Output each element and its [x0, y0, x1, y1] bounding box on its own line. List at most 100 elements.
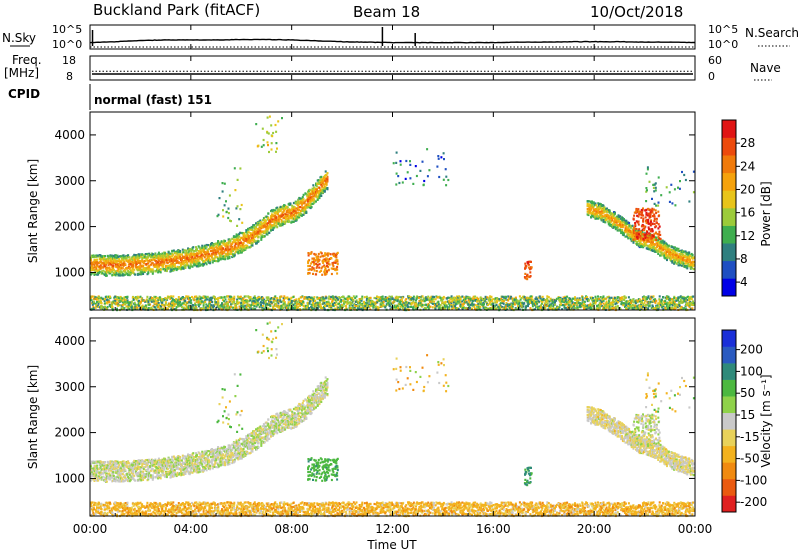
- power-cell: [681, 259, 684, 262]
- power-cell: [200, 300, 203, 303]
- power-cell: [635, 228, 638, 231]
- power-cell: [157, 265, 160, 268]
- power-cell: [447, 178, 450, 182]
- power-cell: [311, 307, 314, 310]
- power-cell: [116, 296, 119, 299]
- power-cell: [112, 268, 115, 272]
- power-cell: [109, 270, 112, 273]
- power-cell: [205, 263, 208, 266]
- power-cell: [262, 217, 265, 220]
- power-cell: [199, 247, 202, 250]
- power-cell: [351, 297, 354, 300]
- power-cell: [638, 239, 641, 242]
- power-cell: [337, 306, 340, 309]
- power-cell: [395, 172, 398, 175]
- power-cell: [409, 160, 411, 163]
- power-cell: [292, 210, 294, 214]
- nave-tick-top: 60: [708, 54, 722, 67]
- power-cell: [646, 168, 649, 171]
- power-cell: [204, 300, 207, 303]
- power-cell: [330, 257, 332, 260]
- power-cell: [124, 296, 127, 299]
- power-cell: [233, 301, 236, 304]
- power-cell: [324, 186, 327, 189]
- power-cell: [330, 295, 333, 299]
- power-cell: [221, 252, 224, 255]
- power-cell: [168, 255, 171, 258]
- power-cell: [127, 269, 130, 273]
- power-cell: [326, 178, 329, 181]
- power-cell: [172, 253, 175, 256]
- power-cell: [253, 295, 256, 298]
- power-cell: [241, 303, 244, 306]
- power-cell: [655, 204, 658, 207]
- power-cell: [648, 228, 650, 231]
- power-cell: [314, 273, 317, 276]
- power-cell: [257, 303, 259, 306]
- power-cell: [334, 303, 337, 307]
- power-cell: [224, 254, 227, 257]
- power-cell: [193, 262, 196, 266]
- power-cell: [240, 241, 242, 244]
- power-cell: [203, 307, 206, 310]
- power-cell: [309, 204, 312, 207]
- power-cell: [106, 270, 109, 273]
- power-cell: [100, 304, 103, 307]
- power-cell: [202, 263, 205, 266]
- power-cell: [366, 303, 369, 306]
- power-cell: [302, 300, 305, 303]
- power-cell: [174, 252, 177, 255]
- power-cell: [188, 267, 191, 270]
- power-cell: [101, 297, 104, 300]
- power-cell: [399, 163, 402, 166]
- power-cell: [637, 223, 640, 226]
- power-cell: [688, 200, 691, 203]
- power-cell: [619, 223, 622, 226]
- power-cell: [653, 217, 656, 220]
- power-cell: [318, 186, 321, 189]
- power-cell: [224, 298, 227, 301]
- power-cell: [316, 263, 319, 266]
- power-cell: [174, 267, 177, 270]
- power-cell: [651, 240, 654, 243]
- power-cell: [262, 144, 265, 147]
- power-cell: [157, 251, 160, 254]
- power-cell: [183, 261, 186, 264]
- power-cell: [128, 304, 131, 307]
- power-cell: [345, 307, 348, 310]
- power-cell: [253, 305, 256, 308]
- power-cell: [354, 296, 357, 299]
- power-cell: [224, 249, 227, 252]
- power-cell: [194, 302, 196, 305]
- power-cell: [270, 224, 273, 227]
- power-cell: [681, 253, 684, 256]
- power-cell: [180, 267, 183, 270]
- nave-tick-bottom: 0: [708, 70, 715, 83]
- power-cell: [602, 204, 605, 207]
- power-cell: [192, 304, 195, 307]
- power-cell: [641, 223, 644, 227]
- power-cell: [105, 268, 108, 271]
- power-cell: [202, 259, 205, 263]
- power-cell: [649, 208, 651, 211]
- power-cell: [197, 305, 200, 308]
- power-cell: [246, 301, 249, 304]
- power-cell: [342, 295, 345, 298]
- nsearch-tick-top: 10^5: [708, 23, 738, 36]
- power-cell: [110, 263, 113, 266]
- power-cell: [614, 223, 616, 227]
- nsearch-label: N.Search: [745, 26, 799, 40]
- power-cell: [252, 301, 255, 304]
- power-cell: [332, 267, 335, 270]
- power-cell: [95, 304, 98, 307]
- power-cell: [237, 249, 240, 252]
- power-cell: [275, 210, 278, 213]
- power-cell: [222, 209, 224, 212]
- power-cell: [117, 260, 120, 263]
- power-cell: [652, 215, 655, 218]
- power-cell: [640, 216, 643, 219]
- power-cell: [632, 217, 635, 220]
- power-cell: [223, 182, 226, 185]
- power-cell: [657, 227, 660, 230]
- power-cell: [132, 306, 135, 309]
